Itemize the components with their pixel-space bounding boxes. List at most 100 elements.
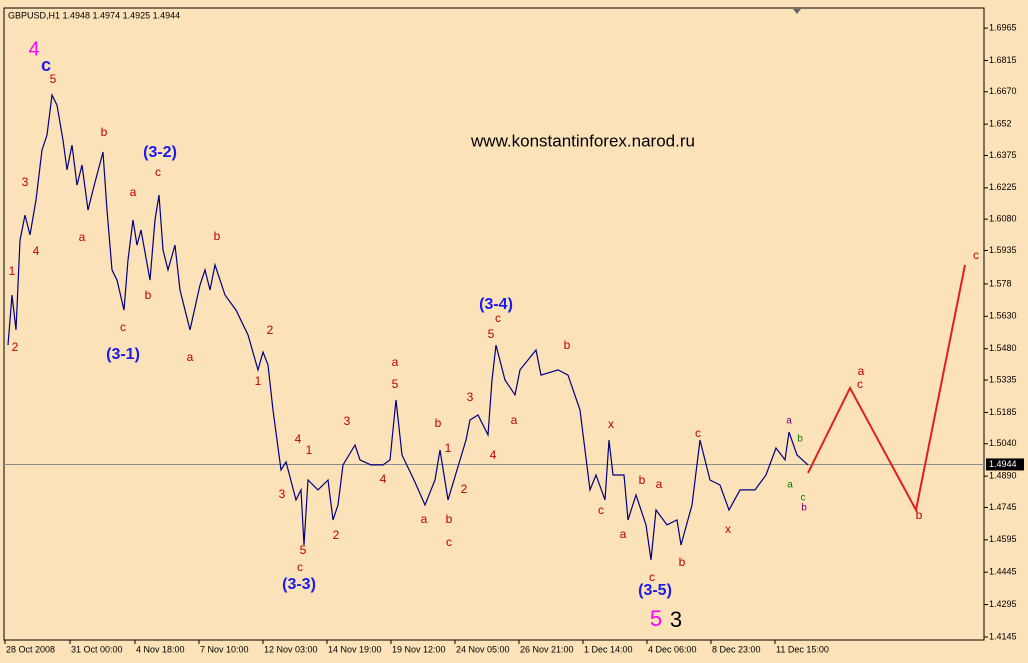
wave-label: (3-3) (282, 576, 316, 593)
wave-label: (3-5) (638, 582, 672, 599)
y-tick-label: 1.4745 (989, 502, 1017, 512)
wave-label: b (435, 416, 442, 430)
wave-label: 1 (255, 374, 262, 388)
wave-label: a (656, 477, 663, 491)
y-tick-label: 1.4890 (989, 470, 1017, 480)
y-tick-label: 1.652 (989, 119, 1012, 129)
wave-label: 3 (467, 390, 474, 404)
wave-label: 4 (33, 244, 40, 258)
current-price-label: 1.4944 (989, 459, 1017, 469)
y-tick-label: 1.6670 (989, 86, 1017, 96)
y-tick-label: 1.6375 (989, 150, 1017, 160)
wave-label: 3 (344, 414, 351, 428)
wave-label: 5 (488, 327, 495, 341)
wave-label: a (130, 185, 137, 199)
price-line (7, 92, 809, 560)
wave-label: b (101, 125, 108, 139)
x-tick-label: 7 Nov 10:00 (200, 644, 249, 654)
wave-label: 2 (267, 323, 274, 337)
wave-label: b (679, 555, 686, 569)
x-tick-label: 4 Dec 06:00 (648, 644, 697, 654)
wave-label: 5 (50, 72, 57, 86)
wave-label: 4 (380, 472, 387, 486)
wave-label: b (801, 503, 807, 514)
wave-label: x (725, 522, 731, 536)
watermark: www.konstantinforex.narod.ru (470, 131, 695, 150)
y-tick-label: 1.4595 (989, 534, 1017, 544)
wave-label: 1 (306, 443, 313, 457)
y-tick-label: 1.6815 (989, 55, 1017, 65)
wave-label: c (598, 503, 604, 517)
wave-label: a (392, 355, 399, 369)
wave-label: c (495, 311, 501, 325)
y-tick-label: 1.4445 (989, 567, 1017, 577)
wave-label: b (145, 288, 152, 302)
current-price-box (986, 458, 1024, 471)
wave-label: (3-2) (143, 144, 177, 161)
y-tick-label: 1.6225 (989, 182, 1017, 192)
wave-label: 4 (295, 432, 302, 446)
wave-label: c (973, 248, 979, 262)
wave-label: 4 (490, 448, 497, 462)
x-tick-label: 11 Dec 15:00 (776, 644, 829, 654)
x-tick-label: 24 Nov 05:00 (456, 644, 510, 654)
wave-label: 1 (445, 441, 452, 455)
y-tick-label: 1.4295 (989, 599, 1017, 609)
x-tick-label: 26 Nov 21:00 (520, 644, 574, 654)
wave-label: c (801, 493, 806, 504)
wave-label: a (787, 480, 793, 491)
x-tick-label: 8 Dec 23:00 (712, 644, 761, 654)
y-tick-label: 1.5185 (989, 407, 1017, 417)
x-tick-label: 1 Dec 14:00 (584, 644, 633, 654)
wave-label: a (421, 512, 428, 526)
wave-label: b (639, 473, 646, 487)
y-tick-label: 1.5335 (989, 374, 1017, 384)
x-tick-label: 14 Nov 19:00 (328, 644, 382, 654)
wave-label: a (511, 413, 518, 427)
wave-label: 2 (333, 528, 340, 542)
y-tick-label: 1.5630 (989, 311, 1017, 321)
x-tick-label: 28 Oct 2008 (6, 644, 55, 654)
shift-marker (793, 9, 801, 14)
wave-label: 3 (670, 607, 682, 632)
wave-label: 3 (22, 175, 29, 189)
wave-label: (3-4) (479, 296, 513, 313)
x-tick-label: 12 Nov 03:00 (264, 644, 318, 654)
wave-label: c (446, 535, 452, 549)
y-tick-label: 1.5040 (989, 438, 1017, 448)
chart-header: GBPUSD,H1 1.4948 1.4974 1.4925 1.4944 (8, 10, 180, 20)
y-tick-label: 1.6965 (989, 22, 1017, 32)
wave-label: 4 (28, 38, 39, 60)
wave-label: b (214, 229, 221, 243)
wave-label: 1 (9, 264, 16, 278)
plot-area (3, 7, 985, 641)
x-tick-label: 19 Nov 12:00 (392, 644, 446, 654)
wave-label: c (41, 55, 51, 75)
wave-label: 2 (12, 340, 19, 354)
wave-label: a (620, 527, 627, 541)
y-tick-label: 1.6080 (989, 214, 1017, 224)
wave-label: a (79, 230, 86, 244)
wave-label: c (297, 560, 303, 574)
wave-label: 5 (392, 377, 399, 391)
wave-label: a (786, 416, 792, 427)
wave-label: b (916, 508, 923, 522)
wave-label: b (797, 434, 803, 445)
price-line (807, 264, 966, 513)
wave-label: a (187, 350, 194, 364)
y-tick-label: 1.5935 (989, 245, 1017, 255)
y-tick-label: 1.578 (989, 278, 1012, 288)
y-tick-label: 1.5480 (989, 343, 1017, 353)
y-tick-label: 1.4145 (989, 631, 1017, 641)
wave-label: c (155, 165, 161, 179)
wave-label: 2 (461, 482, 468, 496)
x-tick-label: 4 Nov 18:00 (136, 644, 185, 654)
wave-label: c (695, 426, 701, 440)
wave-label: (3-1) (106, 346, 140, 363)
wave-label: c (649, 570, 655, 584)
wave-label: a (858, 364, 865, 378)
wave-label: c (120, 320, 126, 334)
wave-label: b (564, 338, 571, 352)
wave-label: b (446, 512, 453, 526)
